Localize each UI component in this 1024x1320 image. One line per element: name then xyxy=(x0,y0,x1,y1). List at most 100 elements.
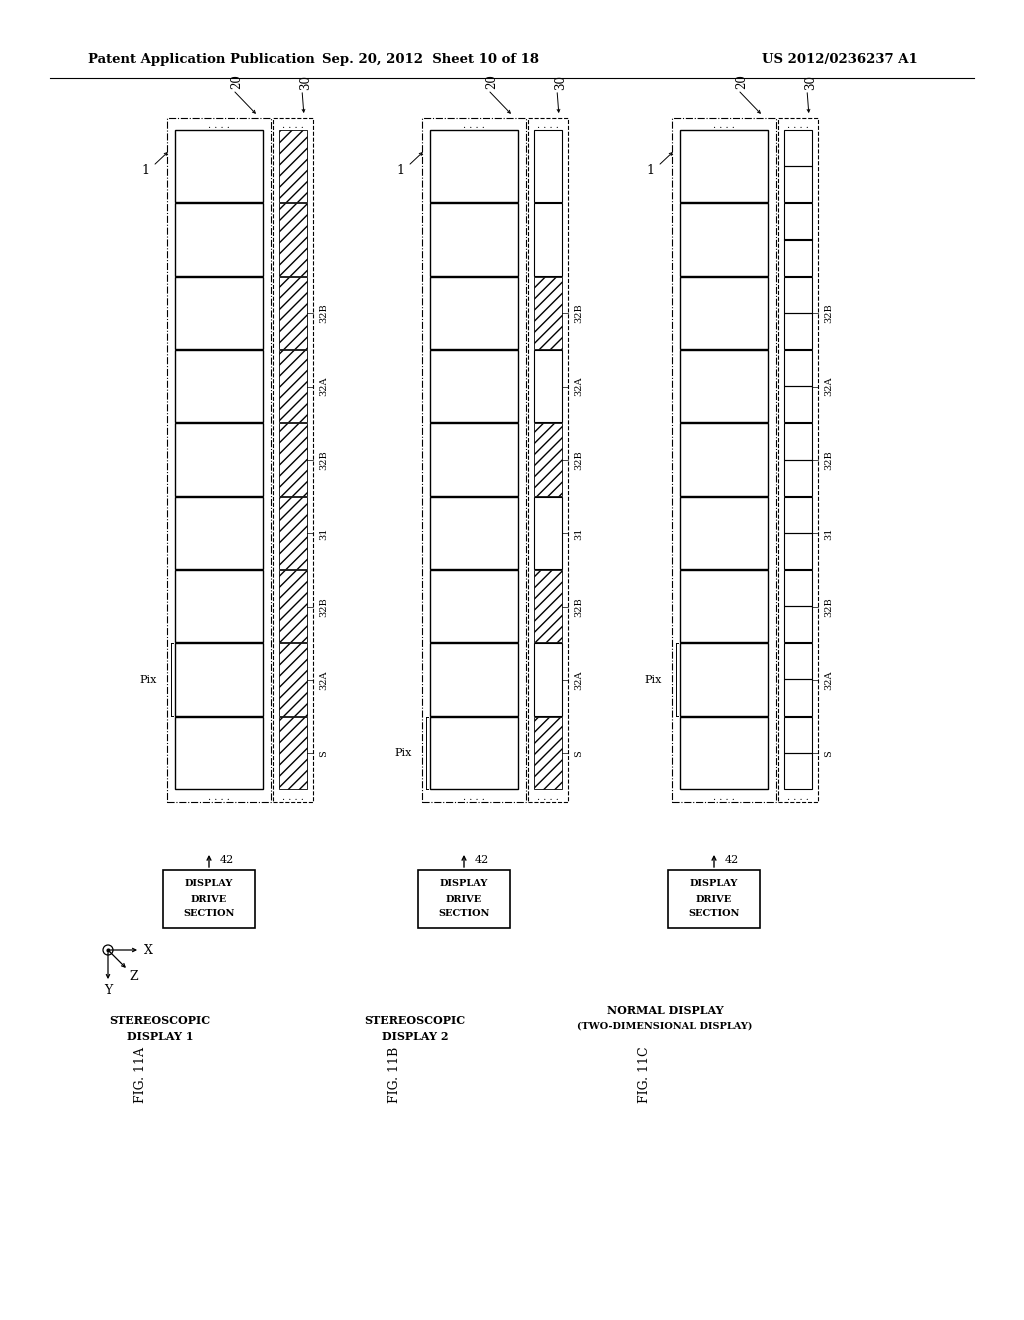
Text: 20: 20 xyxy=(485,74,499,90)
Text: . . . .: . . . . xyxy=(787,121,809,131)
Text: Sep. 20, 2012  Sheet 10 of 18: Sep. 20, 2012 Sheet 10 of 18 xyxy=(322,54,539,66)
Text: 42: 42 xyxy=(475,855,489,865)
Text: 32B: 32B xyxy=(824,304,833,323)
Text: . . . .: . . . . xyxy=(463,121,485,131)
Text: STEREOSCOPIC: STEREOSCOPIC xyxy=(110,1015,211,1026)
Text: US 2012/0236237 A1: US 2012/0236237 A1 xyxy=(762,54,918,66)
Bar xyxy=(680,129,768,202)
Bar xyxy=(279,570,307,643)
Text: STEREOSCOPIC: STEREOSCOPIC xyxy=(365,1015,466,1026)
Bar xyxy=(784,717,812,752)
Bar xyxy=(680,203,768,276)
Bar xyxy=(784,166,812,202)
Text: 1: 1 xyxy=(141,164,150,177)
Bar xyxy=(680,496,768,569)
Bar xyxy=(680,717,768,789)
Bar xyxy=(784,752,812,789)
Text: Pix: Pix xyxy=(645,675,662,685)
Bar xyxy=(175,717,263,789)
Text: 32B: 32B xyxy=(319,304,328,323)
Bar xyxy=(279,424,307,496)
Text: 31: 31 xyxy=(824,527,833,540)
Text: . . . .: . . . . xyxy=(787,793,809,803)
Text: 32A: 32A xyxy=(574,671,583,690)
Text: DISPLAY 2: DISPLAY 2 xyxy=(382,1031,449,1041)
Text: X: X xyxy=(143,944,153,957)
Bar xyxy=(784,277,812,313)
Bar xyxy=(430,570,518,643)
Bar xyxy=(784,313,812,348)
Bar xyxy=(784,643,812,680)
Bar xyxy=(279,496,307,569)
Text: 30: 30 xyxy=(555,74,567,90)
Bar xyxy=(784,239,812,276)
Text: 32A: 32A xyxy=(824,671,833,690)
Text: 32B: 32B xyxy=(574,304,583,323)
Bar xyxy=(680,643,768,715)
Text: 32B: 32B xyxy=(574,597,583,616)
Bar xyxy=(175,643,263,715)
Text: FIG. 11B: FIG. 11B xyxy=(388,1047,401,1104)
Bar xyxy=(534,424,562,496)
Bar xyxy=(175,570,263,643)
Bar xyxy=(680,570,768,643)
Bar xyxy=(784,606,812,643)
Text: S: S xyxy=(319,750,328,756)
Bar xyxy=(784,570,812,606)
Bar xyxy=(422,117,526,803)
Bar xyxy=(273,117,313,803)
Text: FIG. 11A: FIG. 11A xyxy=(133,1047,146,1104)
Text: Pix: Pix xyxy=(394,748,412,758)
Text: . . . .: . . . . xyxy=(463,793,485,803)
Bar xyxy=(430,350,518,422)
Text: . . . .: . . . . xyxy=(282,793,304,803)
Text: DRIVE: DRIVE xyxy=(445,895,482,903)
Bar xyxy=(784,203,812,239)
Text: (TWO-DIMENSIONAL DISPLAY): (TWO-DIMENSIONAL DISPLAY) xyxy=(578,1022,753,1031)
Bar xyxy=(534,496,562,569)
Bar xyxy=(784,459,812,496)
Text: SECTION: SECTION xyxy=(688,909,739,919)
Text: DISPLAY: DISPLAY xyxy=(184,879,233,888)
Bar xyxy=(167,117,271,803)
Text: 32A: 32A xyxy=(319,378,328,396)
Bar xyxy=(668,870,760,928)
Bar xyxy=(279,717,307,789)
Text: DISPLAY: DISPLAY xyxy=(690,879,738,888)
Text: 32B: 32B xyxy=(574,450,583,470)
Bar xyxy=(534,203,562,276)
Bar xyxy=(430,129,518,202)
Bar xyxy=(279,643,307,715)
Text: 20: 20 xyxy=(735,74,749,90)
Bar xyxy=(175,203,263,276)
Text: 30: 30 xyxy=(805,74,817,90)
Bar xyxy=(279,203,307,276)
Bar xyxy=(534,350,562,422)
Bar xyxy=(784,350,812,387)
Text: 32B: 32B xyxy=(824,597,833,616)
Bar xyxy=(175,350,263,422)
Bar xyxy=(430,424,518,496)
Text: . . . .: . . . . xyxy=(282,121,304,131)
Text: DRIVE: DRIVE xyxy=(190,895,227,903)
Bar xyxy=(430,717,518,789)
Bar xyxy=(163,870,255,928)
Text: Pix: Pix xyxy=(139,675,157,685)
Bar xyxy=(784,496,812,533)
Text: 32A: 32A xyxy=(824,378,833,396)
Bar xyxy=(279,350,307,422)
Text: 42: 42 xyxy=(220,855,234,865)
Text: 32A: 32A xyxy=(574,378,583,396)
Text: . . . .: . . . . xyxy=(208,121,230,131)
Bar xyxy=(784,680,812,715)
Bar xyxy=(680,424,768,496)
Bar xyxy=(784,129,812,166)
Text: . . . .: . . . . xyxy=(713,121,735,131)
Bar xyxy=(279,277,307,348)
Text: 1: 1 xyxy=(646,164,654,177)
Bar xyxy=(528,117,568,803)
Text: 31: 31 xyxy=(319,527,328,540)
Text: 1: 1 xyxy=(396,164,404,177)
Text: DISPLAY 1: DISPLAY 1 xyxy=(127,1031,194,1041)
Text: 32B: 32B xyxy=(824,450,833,470)
